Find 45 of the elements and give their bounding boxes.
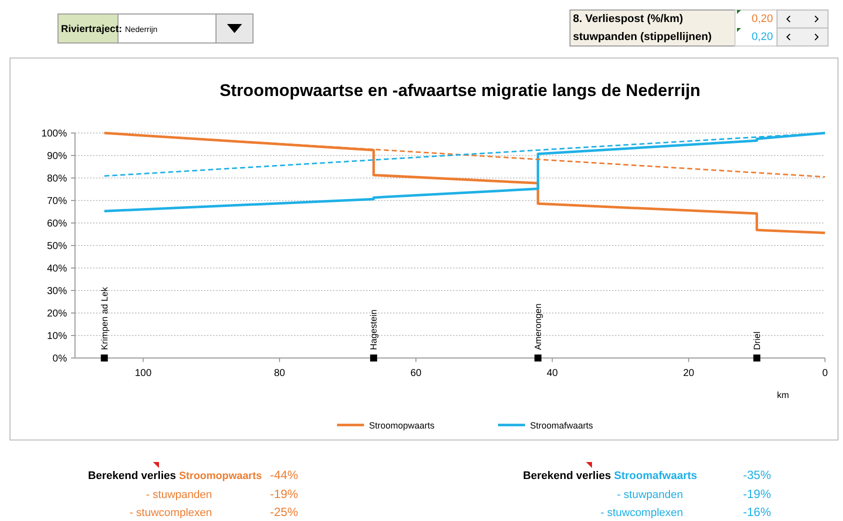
- chart-title: Stroomopwaartse en -afwaartse migratie langs de Nederrijn: [220, 81, 700, 100]
- text: -19%: [270, 487, 298, 501]
- y-tick-label: 0%: [52, 354, 68, 364]
- text: - stuwpanden: [616, 489, 683, 501]
- x-tick-label: 20: [683, 368, 695, 379]
- legend-label: Stroomafwaarts: [530, 420, 594, 430]
- text: Stroomafwaarts: [614, 470, 698, 482]
- y-tick-label: 10%: [46, 331, 68, 342]
- annotation: Hagestein: [368, 309, 379, 350]
- text: Nederrijn: [125, 25, 158, 34]
- text: Berekend verlies: [88, 470, 176, 482]
- y-tick-label: 90%: [46, 151, 68, 162]
- x-tick-label: 40: [546, 368, 558, 379]
- text: -16%: [743, 505, 772, 519]
- annotation: Amerongen: [532, 303, 543, 350]
- x-tick-label: 80: [274, 368, 286, 379]
- text: Stroomopwaarts: [179, 470, 262, 482]
- x-axis-title: km: [777, 390, 789, 400]
- y-tick-label: 30%: [46, 286, 68, 297]
- legend-label: Stroomopwaarts: [369, 420, 436, 430]
- text: 8. Verliespost (%/km): [573, 13, 684, 25]
- y-tick-label: 100%: [41, 128, 68, 140]
- text: 0,20: [752, 31, 773, 43]
- text: 0,20: [752, 13, 773, 25]
- annotation: Krimpen ad Lek: [99, 286, 110, 350]
- text: - stuwcomplexen: [600, 507, 683, 519]
- text: Berekend verlies: [522, 470, 611, 482]
- annotation: Driel: [752, 331, 762, 350]
- x-tick-label: 0: [822, 368, 828, 379]
- text: Riviertraject:: [61, 24, 122, 35]
- x-tick-label: 60: [410, 368, 422, 379]
- y-tick-label: 20%: [46, 308, 68, 320]
- text: -19%: [743, 487, 772, 501]
- text: - stuwpanden: [146, 489, 212, 501]
- text: -25%: [270, 505, 298, 519]
- text: stuwpanden (stippellijnen): [573, 31, 712, 43]
- text: -44%: [270, 468, 298, 482]
- y-tick-label: 70%: [46, 196, 68, 207]
- y-tick-label: 40%: [46, 264, 68, 274]
- text: - stuwcomplexen: [129, 507, 212, 519]
- y-tick-label: 60%: [46, 218, 68, 230]
- y-tick-label: 80%: [46, 174, 68, 184]
- y-tick-label: 50%: [46, 241, 68, 252]
- text: -35%: [743, 468, 772, 482]
- x-tick-label: 100: [134, 368, 152, 379]
